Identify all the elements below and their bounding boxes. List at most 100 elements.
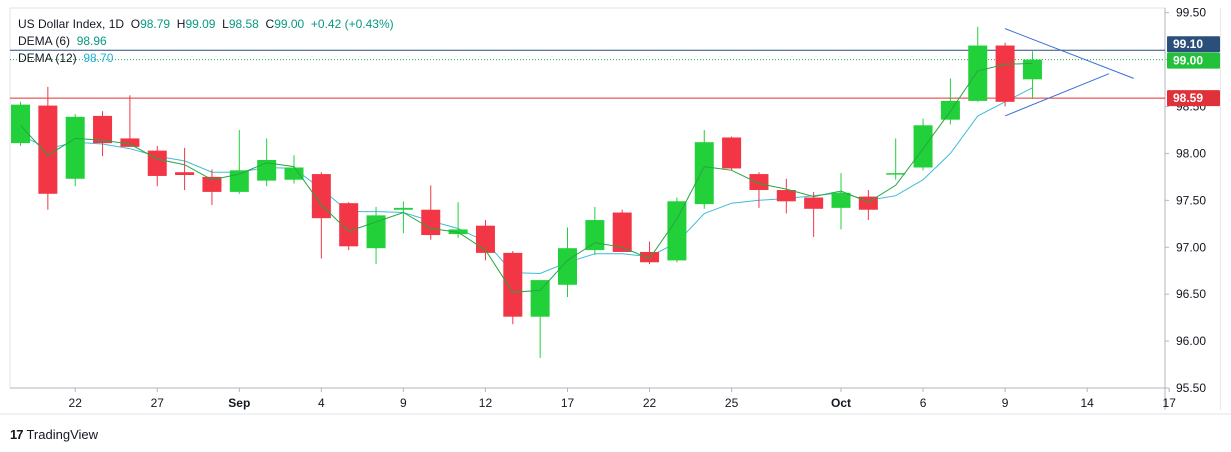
- open-value: 98.79: [140, 17, 171, 31]
- y-tick-label: 98.00: [1176, 146, 1206, 160]
- candle-body: [339, 203, 359, 247]
- candle-body: [120, 138, 140, 147]
- candle: [667, 197, 687, 263]
- symbol-label: US Dollar Index, 1D: [18, 17, 125, 31]
- candle: [1022, 51, 1042, 100]
- candle: [558, 227, 577, 297]
- y-tick-label: 97.00: [1176, 240, 1206, 254]
- change-value: +0.42 (+0.43%): [310, 17, 394, 31]
- dema12-value: 98.70: [83, 51, 114, 65]
- price-label-box-99.00: [1167, 52, 1220, 69]
- chart-legend: US Dollar Index, 1D O98.79 H99.09 L98.58…: [18, 16, 394, 67]
- price-label-box-99.10: [1167, 36, 1220, 53]
- candle-body: [804, 197, 824, 209]
- low-value: 98.58: [228, 17, 259, 31]
- candle-body: [503, 252, 523, 317]
- y-tick-label: 95.50: [1176, 381, 1206, 395]
- candle-body: [831, 192, 851, 208]
- candle: [65, 114, 85, 187]
- candle: [175, 147, 195, 191]
- candle-body: [284, 167, 304, 180]
- y-tick-label: 96.00: [1176, 334, 1206, 348]
- x-tick-label: 22: [69, 396, 83, 410]
- candle: [968, 26, 988, 102]
- right-border: [1220, 8, 1221, 410]
- candle: [11, 101, 30, 146]
- candle: [940, 78, 960, 125]
- x-tick-label: 6: [920, 396, 927, 410]
- candle-body: [913, 125, 933, 168]
- candle: [93, 111, 113, 157]
- tradingview-brand[interactable]: 17 TradingView: [10, 427, 98, 442]
- y-tick-label: 96.50: [1176, 287, 1206, 301]
- high-label: H: [176, 17, 186, 31]
- x-tick-label: 27: [151, 396, 165, 410]
- candle-body: [147, 150, 167, 176]
- candle: [339, 202, 359, 251]
- x-tick-label: Oct: [831, 396, 851, 410]
- candle: [749, 172, 769, 208]
- dema6-row[interactable]: DEMA (6) 98.96: [18, 33, 394, 50]
- x-tick-label: 12: [479, 396, 493, 410]
- price-label-box-98.59: [1167, 90, 1220, 107]
- x-tick-label: 14: [1080, 396, 1094, 410]
- y-tick-label: 99.50: [1176, 6, 1206, 20]
- candle-body: [968, 45, 988, 101]
- candle-body: [585, 220, 605, 251]
- candle-body: [640, 251, 660, 263]
- candle-body: [612, 212, 632, 252]
- candle: [722, 136, 742, 171]
- dema12-row[interactable]: DEMA (12) 98.70: [18, 50, 394, 67]
- triangle-upper-line: [1004, 28, 1134, 79]
- candle: [612, 209, 632, 252]
- candle: [858, 190, 878, 221]
- triangle-lower-line: [1004, 73, 1110, 117]
- candle-body: [475, 225, 495, 253]
- candle-body: [530, 280, 550, 317]
- dema6-line: [20, 62, 1033, 293]
- candle: [311, 172, 331, 259]
- dema6-label: DEMA (6): [18, 34, 71, 48]
- ohlc-row: US Dollar Index, 1D O98.79 H99.09 L98.58…: [18, 16, 394, 33]
- close-label: C: [265, 17, 275, 31]
- candle: [366, 206, 386, 265]
- dema12-label: DEMA (12): [18, 51, 77, 65]
- candle-body: [311, 174, 331, 219]
- candle-body: [366, 215, 386, 249]
- dema6-value: 98.96: [76, 34, 107, 48]
- candle-body: [393, 207, 413, 210]
- candle: [530, 280, 550, 358]
- candle-body: [93, 115, 113, 144]
- candle: [995, 42, 1015, 107]
- candle-body: [722, 137, 742, 169]
- dema12-line: [20, 87, 1033, 275]
- candle: [229, 129, 249, 194]
- candle-body: [667, 201, 687, 261]
- brand-name: TradingView: [26, 427, 99, 442]
- price-label-99.10: 99.10: [1173, 37, 1203, 51]
- y-tick-label: 97.50: [1176, 193, 1206, 207]
- candle: [804, 191, 824, 237]
- candle: [38, 86, 58, 210]
- candle-body: [694, 142, 714, 205]
- x-tick-label: 25: [725, 396, 739, 410]
- x-tick-label: 22: [643, 396, 657, 410]
- candle-body: [38, 105, 58, 194]
- candle: [421, 185, 441, 240]
- candle: [147, 145, 167, 187]
- candle: [202, 169, 222, 206]
- candle-body: [886, 173, 906, 175]
- high-value: 99.09: [185, 17, 216, 31]
- x-tick-label: 17: [561, 396, 575, 410]
- price-label-98.59: 98.59: [1173, 91, 1203, 105]
- candle-body: [1022, 59, 1042, 80]
- candle: [475, 220, 495, 261]
- candle-body: [421, 209, 441, 236]
- tradingview-logo-icon: 17: [10, 427, 24, 442]
- candle: [886, 138, 906, 180]
- candle-body: [229, 170, 249, 192]
- x-tick-label: 17: [1163, 396, 1177, 410]
- close-value: 99.00: [274, 17, 305, 31]
- candle: [585, 206, 605, 255]
